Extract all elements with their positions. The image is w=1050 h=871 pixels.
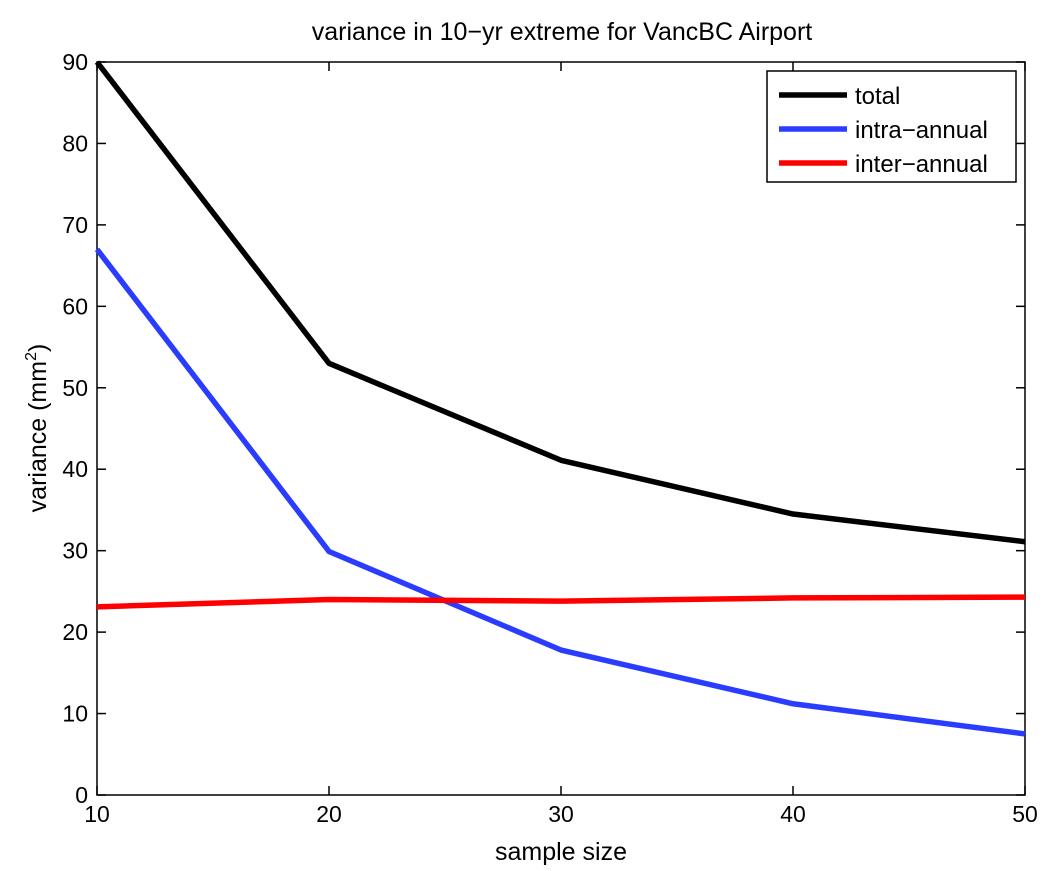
series-line-inter-annual	[96, 594, 1026, 610]
x-tick-label: 50	[1012, 801, 1038, 827]
legend-label: total	[855, 83, 900, 110]
y-tick-label: 50	[62, 375, 88, 401]
y-axis-label-superscript: 2	[23, 352, 40, 361]
series-line-intra-annual	[94, 247, 1026, 737]
legend-label: intra−annual	[855, 117, 988, 144]
y-tick-label: 70	[62, 212, 88, 238]
legend: total intra−annual inter−annual	[766, 70, 1017, 183]
y-tick-label: 60	[62, 293, 88, 319]
y-axis-label-main: variance (mm	[24, 361, 52, 512]
y-tick-label: 90	[62, 49, 88, 75]
y-tick-label: 30	[62, 538, 88, 564]
x-tick-label: 40	[780, 801, 806, 827]
y-tick-label: 40	[62, 456, 88, 482]
y-tick-label: 20	[62, 619, 88, 645]
y-tick-label: 80	[62, 130, 88, 156]
y-tick-label: 10	[62, 701, 88, 727]
y-axis-label: variance (mm2)	[23, 344, 52, 513]
x-tick-label: 20	[316, 801, 342, 827]
legend-label: inter−annual	[855, 151, 988, 178]
x-axis-label: sample size	[495, 838, 627, 866]
x-tick-label: 10	[84, 801, 110, 827]
chart-title: variance in 10−yr extreme for VancBC Air…	[312, 18, 813, 46]
y-tick-label: 0	[75, 782, 88, 808]
series-line-total	[94, 60, 1026, 545]
y-axis-label-close: )	[24, 344, 52, 352]
x-tick-label: 30	[548, 801, 574, 827]
series-lines	[94, 60, 1026, 737]
